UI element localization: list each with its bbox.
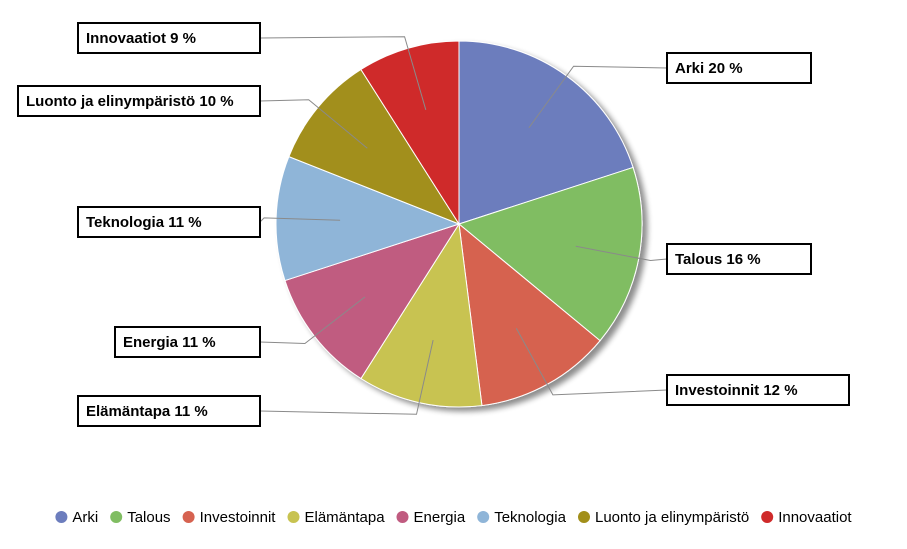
legend-item-elamantapa: Elämäntapa	[305, 509, 386, 526]
data-label-elamantapa: Elämäntapa 11 %	[86, 403, 208, 420]
data-label-box-teknologia	[77, 206, 261, 238]
leader-line-teknologia	[259, 217, 341, 223]
legend-marker-elamantapa	[287, 511, 300, 523]
leader-line-arki	[528, 65, 668, 129]
legend-item-investoinnit: Investoinnit	[200, 509, 277, 526]
leader-lines	[259, 36, 668, 415]
data-label-box-luonto-ja-elinymparisto	[17, 85, 261, 117]
legend-marker-innovaatiot	[761, 511, 774, 523]
data-label-investoinnit: Investoinnit 12 %	[675, 382, 798, 399]
data-label-innovaatiot: Innovaatiot 9 %	[86, 30, 196, 47]
legend-item-innovaatiot: Innovaatiot	[778, 509, 852, 526]
leader-line-investoinnit	[515, 327, 668, 396]
data-label-box-energia	[114, 326, 261, 358]
data-label-talous: Talous 16 %	[675, 251, 761, 268]
legend-marker-teknologia	[477, 511, 490, 523]
leader-line-luonto-ja-elinymparisto	[259, 99, 368, 149]
data-label-box-innovaatiot	[77, 22, 261, 54]
legend-item-energia: Energia	[414, 509, 466, 526]
data-label-luonto-ja-elinymparisto: Luonto ja elinympäristö 10 %	[26, 93, 234, 110]
leader-line-innovaatiot	[259, 36, 427, 110]
legend-item-talous: Talous	[127, 509, 170, 526]
data-label-energia: Energia 11 %	[123, 334, 216, 351]
legend-item-arki: Arki	[72, 509, 98, 526]
leader-line-elamantapa	[259, 339, 434, 415]
data-labels: Arki 20 % Talous 16 % Investoinnit 12 % Elä…	[17, 22, 850, 427]
legend-marker-arki	[55, 511, 68, 523]
legend-item-teknologia: Teknologia	[494, 509, 566, 526]
legend-item-luonto-ja-elinymparisto: Luonto ja elinympäristö	[595, 509, 749, 526]
leader-line-talous	[575, 245, 668, 262]
legend-marker-investoinnit	[182, 511, 195, 523]
data-label-box-elamantapa	[77, 395, 261, 427]
legend-marker-luonto-ja-elinymparisto	[578, 511, 590, 523]
legend-marker-energia	[396, 511, 409, 523]
data-label-teknologia: Teknologia 11 %	[86, 214, 202, 231]
data-label-box-investoinnit	[666, 374, 850, 406]
legend: Arki Talous Investoinnit Elämäntapa Energia T…	[55, 509, 852, 526]
leader-line-energia	[259, 296, 366, 345]
data-label-box-arki	[666, 52, 812, 84]
data-label-box-talous	[666, 243, 812, 275]
data-label-arki: Arki 20 %	[675, 60, 743, 77]
legend-marker-talous	[110, 511, 123, 523]
pie-slices	[275, 40, 643, 408]
